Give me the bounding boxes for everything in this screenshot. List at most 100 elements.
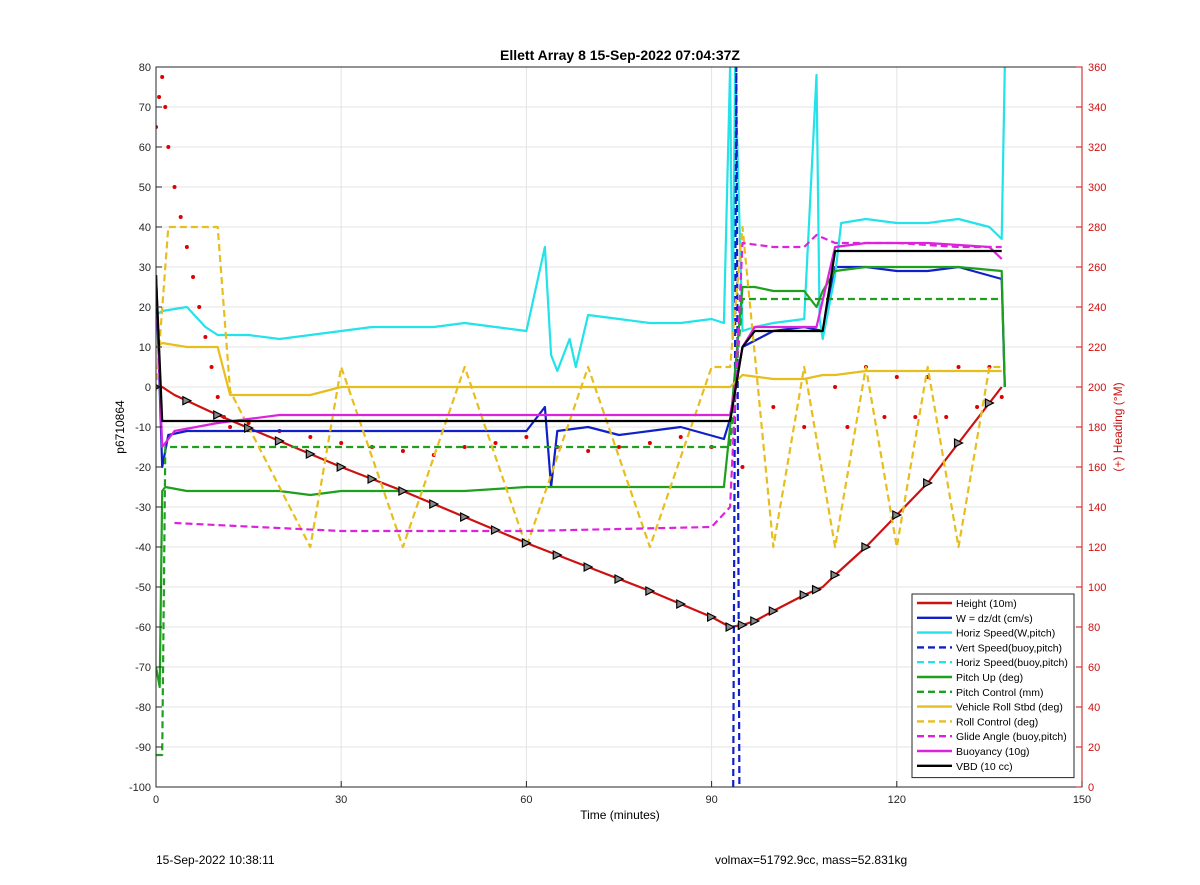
y-tick-label: 50 — [139, 182, 151, 194]
heading-point — [802, 425, 807, 429]
y-axis-label: p6710864 — [113, 400, 127, 454]
heading-point — [882, 415, 887, 419]
right-y-tick-label: 80 — [1088, 622, 1100, 634]
heading-point — [308, 435, 313, 439]
height-marker — [811, 584, 822, 595]
heading-point — [493, 441, 498, 445]
x-axis-label: Time (minutes) — [580, 808, 660, 822]
y-tick-label: -60 — [135, 622, 151, 634]
footer-timestamp: 15-Sep-2022 10:38:11 — [156, 853, 275, 867]
legend-label: W = dz/dt (cm/s) — [956, 613, 1033, 625]
axes: 0 30 60 90 120 150-100-90-80-70-60-50-40-30-2… — [129, 62, 1106, 806]
right-y-tick-label: 260 — [1088, 262, 1106, 274]
y-tick-label: 40 — [139, 222, 151, 234]
heading-point — [913, 415, 918, 419]
x-tick-label: 120 — [888, 794, 906, 806]
legend-label: Glide Angle (buoy,pitch) — [956, 731, 1067, 743]
heading-point — [178, 215, 183, 219]
chart-title: Ellett Array 8 15-Sep-2022 07:04:37Z — [500, 47, 740, 63]
heading-point — [184, 245, 189, 249]
height-marker — [274, 436, 285, 446]
series-layer — [156, 67, 1006, 787]
y-tick-label: -20 — [135, 462, 151, 474]
heading-point — [203, 335, 208, 339]
heading-point — [163, 105, 168, 109]
legend-label: Vert Speed(buoy,pitch) — [956, 642, 1062, 654]
heading-point — [172, 185, 177, 189]
height-marker — [676, 599, 687, 609]
heading-point — [586, 449, 591, 453]
heading-point — [160, 75, 165, 79]
legend-label: Buoyancy (10g) — [956, 746, 1030, 758]
y-tick-label: 20 — [139, 302, 151, 314]
y-tick-label: -50 — [135, 582, 151, 594]
heading-point — [975, 405, 980, 409]
height-marker — [367, 474, 378, 484]
heading-point — [944, 415, 949, 419]
series-line — [156, 225, 1002, 549]
right-y-tick-label: 180 — [1088, 422, 1106, 434]
right-y-tick-label: 60 — [1088, 662, 1100, 674]
heading-point — [215, 395, 220, 399]
heading-point — [166, 145, 171, 149]
height-marker — [244, 423, 254, 433]
heading-point — [740, 465, 745, 469]
y-tick-label: 70 — [139, 102, 151, 114]
height-marker — [182, 395, 193, 406]
x-tick-label: 0 — [153, 794, 159, 806]
right-y-tick-label: 240 — [1088, 302, 1106, 314]
y-tick-label: -30 — [135, 502, 151, 514]
legend-label: Vehicle Roll Stbd (deg) — [956, 702, 1063, 714]
y-tick-label: 80 — [139, 62, 151, 74]
right-y-tick-label: 300 — [1088, 182, 1106, 194]
legend-label: VBD (10 cc) — [956, 761, 1013, 773]
x-tick-label: 30 — [335, 794, 347, 806]
height-marker — [830, 570, 841, 580]
right-y-tick-label: 360 — [1088, 62, 1106, 74]
right-axis-label: (+) Heading (°M) — [1111, 382, 1125, 471]
right-y-tick-label: 280 — [1088, 222, 1106, 234]
heading-point — [771, 405, 776, 409]
height-marker — [984, 398, 995, 408]
y-tick-label: -100 — [129, 782, 151, 794]
right-y-tick-label: 320 — [1088, 142, 1106, 154]
y-tick-label: 30 — [139, 262, 151, 274]
x-tick-label: 90 — [705, 794, 717, 806]
heading-point — [209, 365, 214, 369]
right-y-tick-label: 100 — [1088, 582, 1106, 594]
height-marker — [725, 622, 736, 632]
height-marker — [614, 574, 625, 584]
series-line — [156, 265, 1006, 489]
height-marker — [799, 590, 810, 600]
heading-point — [999, 395, 1004, 399]
y-tick-label: 10 — [139, 342, 151, 354]
height-marker — [429, 499, 440, 509]
height-marker — [336, 462, 347, 472]
legend-label: Horiz Speed(buoy,pitch) — [956, 657, 1068, 669]
footer-vehicle-params: volmax=51792.9cc, mass=52.831kg — [715, 853, 908, 867]
height-marker — [923, 478, 934, 488]
height-marker — [768, 606, 779, 616]
height-marker — [892, 510, 903, 520]
right-y-tick-label: 0 — [1088, 782, 1094, 794]
right-y-tick-label: 140 — [1088, 502, 1106, 514]
y-tick-label: -40 — [135, 542, 151, 554]
right-y-tick-label: 340 — [1088, 102, 1106, 114]
heading-point — [678, 435, 683, 439]
y-tick-label: -80 — [135, 702, 151, 714]
legend-label: Roll Control (deg) — [956, 716, 1038, 728]
heading-point — [157, 95, 162, 99]
heading-point — [894, 375, 899, 379]
height-marker — [706, 612, 717, 622]
legend-box — [911, 593, 1075, 779]
legend-label: Height (10m) — [956, 598, 1017, 610]
height-marker — [490, 525, 501, 535]
heading-point — [647, 441, 652, 445]
legend-label: Pitch Up (deg) — [956, 672, 1023, 684]
height-marker — [737, 620, 748, 630]
heading-point — [462, 445, 467, 449]
height-marker — [750, 616, 761, 626]
heading-point — [524, 435, 529, 439]
heading-point — [845, 425, 850, 429]
